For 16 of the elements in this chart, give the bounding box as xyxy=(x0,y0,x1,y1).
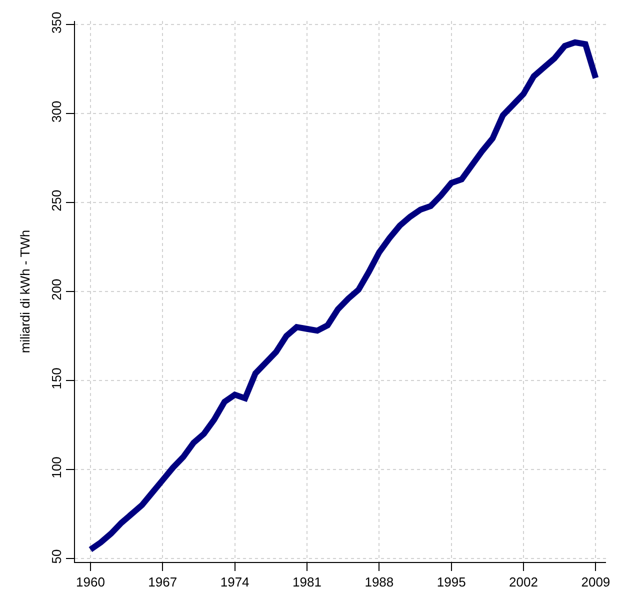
x-tick-label: 1981 xyxy=(292,574,322,590)
x-tick-label: 1995 xyxy=(436,574,466,590)
y-tick-label: 300 xyxy=(48,100,64,122)
x-tick-label: 1974 xyxy=(220,574,250,590)
x-tick-label: 1967 xyxy=(148,574,178,590)
x-tick-label: 1988 xyxy=(364,574,394,590)
x-tick-label: 2002 xyxy=(509,574,538,590)
y-tick-label: 100 xyxy=(48,456,64,478)
y-tick-label: 150 xyxy=(48,368,64,390)
y-tick-label: 200 xyxy=(48,278,64,300)
x-tick-label: 2009 xyxy=(581,574,610,590)
y-tick-label: 350 xyxy=(48,12,64,34)
x-tick-label: 1960 xyxy=(76,574,105,590)
y-axis-title: miliardi di kWh - TWh xyxy=(18,230,33,354)
y-tick-label: 250 xyxy=(48,190,64,212)
y-tick-label: 50 xyxy=(48,549,64,564)
